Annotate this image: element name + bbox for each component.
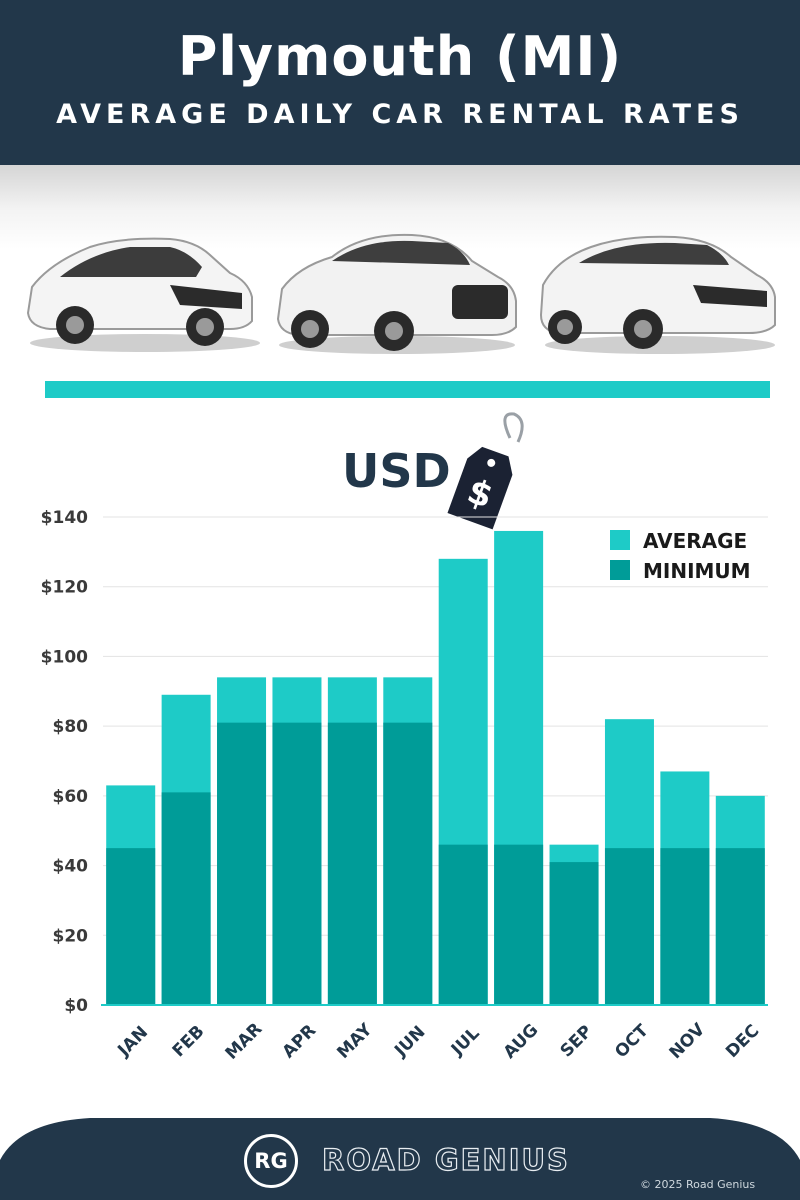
x-tick-label: MAR bbox=[222, 1019, 267, 1064]
y-tick-label: $60 bbox=[53, 787, 89, 807]
bar-minimum-aug bbox=[494, 844, 544, 1005]
header: Plymouth (MI) AVERAGE DAILY CAR RENTAL R… bbox=[0, 0, 800, 165]
x-tick-label: JAN bbox=[113, 1022, 152, 1061]
legend-label-minimum: MINIMUM bbox=[643, 559, 751, 583]
car-images bbox=[0, 165, 800, 365]
bar-minimum-mar bbox=[217, 722, 267, 1005]
x-tick-label: APR bbox=[279, 1021, 321, 1063]
x-tick-label: FEB bbox=[169, 1022, 209, 1062]
price-tag-icon: $ bbox=[447, 412, 524, 530]
bar-minimum-may bbox=[327, 722, 377, 1005]
x-tick-label: NOV bbox=[666, 1019, 710, 1063]
page-title: Plymouth (MI) bbox=[177, 25, 623, 88]
chart-bars bbox=[106, 530, 765, 1005]
bar-minimum-nov bbox=[660, 848, 710, 1005]
y-axis: $0 $20 $40 $60 $80 $100 $120 $140 bbox=[41, 508, 88, 1016]
y-tick-label: $20 bbox=[53, 926, 89, 946]
legend-swatch-average bbox=[610, 530, 630, 550]
y-tick-label: $40 bbox=[53, 857, 89, 877]
suv-car-image bbox=[276, 233, 517, 354]
chart-legend: AVERAGE MINIMUM bbox=[610, 529, 751, 583]
bar-minimum-oct bbox=[604, 848, 654, 1005]
y-tick-label: $140 bbox=[41, 508, 88, 528]
bar-minimum-apr bbox=[272, 722, 322, 1005]
copyright-text: © 2025 Road Genius bbox=[640, 1178, 756, 1191]
x-tick-label: JUN bbox=[390, 1022, 429, 1061]
bar-minimum-feb bbox=[161, 792, 211, 1005]
bar-minimum-jun bbox=[383, 722, 433, 1005]
footer-band bbox=[0, 1118, 800, 1200]
x-tick-label: DEC bbox=[722, 1021, 763, 1062]
x-tick-label: MAY bbox=[333, 1019, 376, 1062]
x-tick-label: SEP bbox=[557, 1022, 597, 1062]
legend-swatch-minimum bbox=[610, 560, 630, 580]
y-tick-label: $0 bbox=[64, 996, 88, 1016]
hatchback-car-image bbox=[26, 237, 260, 352]
x-tick-label: AUG bbox=[500, 1020, 543, 1063]
bar-minimum-dec bbox=[715, 848, 765, 1005]
brand-name: ROAD GENIUS bbox=[321, 1142, 570, 1177]
legend-label-average: AVERAGE bbox=[643, 529, 747, 553]
crossover-car-image bbox=[539, 235, 776, 354]
y-tick-label: $120 bbox=[41, 578, 88, 598]
bar-minimum-sep bbox=[549, 862, 599, 1005]
bar-minimum-jul bbox=[438, 844, 488, 1005]
x-axis: JAN FEB MAR APR MAY JUN JUL AUG SEP OCT NOV DEC bbox=[101, 1004, 768, 1064]
page-subtitle: AVERAGE DAILY CAR RENTAL RATES bbox=[56, 99, 744, 130]
bar-minimum-jan bbox=[106, 848, 156, 1005]
x-tick-label: JUL bbox=[447, 1023, 484, 1060]
rental-rates-chart: $0 $20 $40 $60 $80 $100 $120 $140 JAN FEB MAR APR M… bbox=[41, 508, 768, 1064]
road-genius-logo-icon: RG bbox=[244, 1134, 298, 1188]
y-tick-label: $100 bbox=[41, 647, 88, 667]
accent-divider bbox=[45, 381, 770, 398]
currency-label: USD bbox=[342, 444, 451, 498]
x-tick-label: OCT bbox=[611, 1020, 653, 1062]
y-tick-label: $80 bbox=[53, 717, 89, 737]
